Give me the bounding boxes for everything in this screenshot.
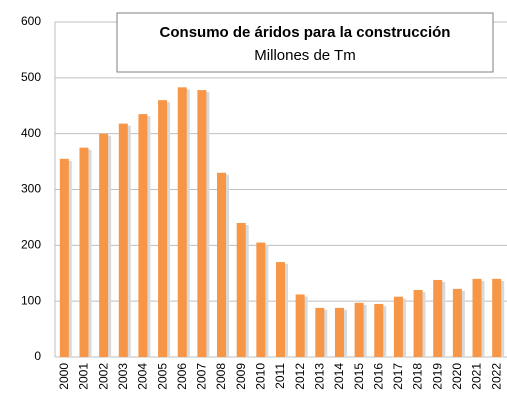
x-tick-label: 2017 [391,363,405,390]
x-tick-label: 2006 [175,363,189,390]
x-tick-label: 2020 [450,363,464,390]
chart-subtitle: Millones de Tm [254,47,355,64]
bar [433,279,443,357]
bar [217,172,227,357]
x-tick-label: 2009 [234,363,248,390]
bar [315,307,325,357]
y-tick-label: 300 [21,182,41,196]
bar [158,100,168,358]
bar [334,307,344,357]
x-tick-label: 2016 [371,363,385,390]
bar [354,302,364,357]
x-tick-label: 2003 [116,363,130,390]
bar [374,303,384,357]
bar [79,147,89,357]
x-tick-label: 2007 [195,363,209,390]
x-tick-label: 2010 [254,363,268,390]
x-tick-label: 2008 [214,363,228,390]
plot-area: 0 100 200 300 400 500 600 2000 2001 2002 2003 2004 2… [21,14,507,390]
y-tick-label: 600 [21,14,41,28]
x-tick-label: 2000 [57,363,71,390]
x-tick-label: 2012 [293,363,307,390]
y-tick-label: 400 [21,126,41,140]
bar [177,87,187,357]
x-tick-label: 2021 [470,363,484,390]
bar [138,114,148,357]
bar [276,262,285,357]
bar [413,290,423,357]
bar [197,90,207,357]
x-tick-label: 2015 [352,363,366,390]
y-tick-label: 0 [34,349,41,363]
x-tick-label: 2013 [312,363,326,390]
bar [118,123,128,357]
x-tick-label: 2005 [155,363,169,390]
x-tick-label: 2001 [77,363,91,390]
x-tick-label: 2022 [489,363,503,390]
x-tick-label: 2018 [411,363,425,390]
bar [472,278,482,357]
bar [492,278,502,357]
x-tick-label: 2002 [96,363,110,390]
chart-title: Consumo de áridos para la construcción [160,24,451,41]
x-tick-label: 2014 [332,363,346,390]
bar [99,133,109,357]
bar [236,223,246,357]
bar [393,296,403,357]
bar [295,294,305,357]
bar [452,288,462,357]
bar [256,242,266,357]
title-box [116,12,494,73]
bar [59,158,69,357]
y-tick-label: 500 [21,70,41,84]
x-tick-label: 2019 [430,363,444,390]
y-tick-label: 100 [21,293,41,307]
x-tick-label: 2004 [136,363,150,390]
x-tick-label: 2011 [273,363,287,389]
y-tick-label: 200 [21,238,41,252]
